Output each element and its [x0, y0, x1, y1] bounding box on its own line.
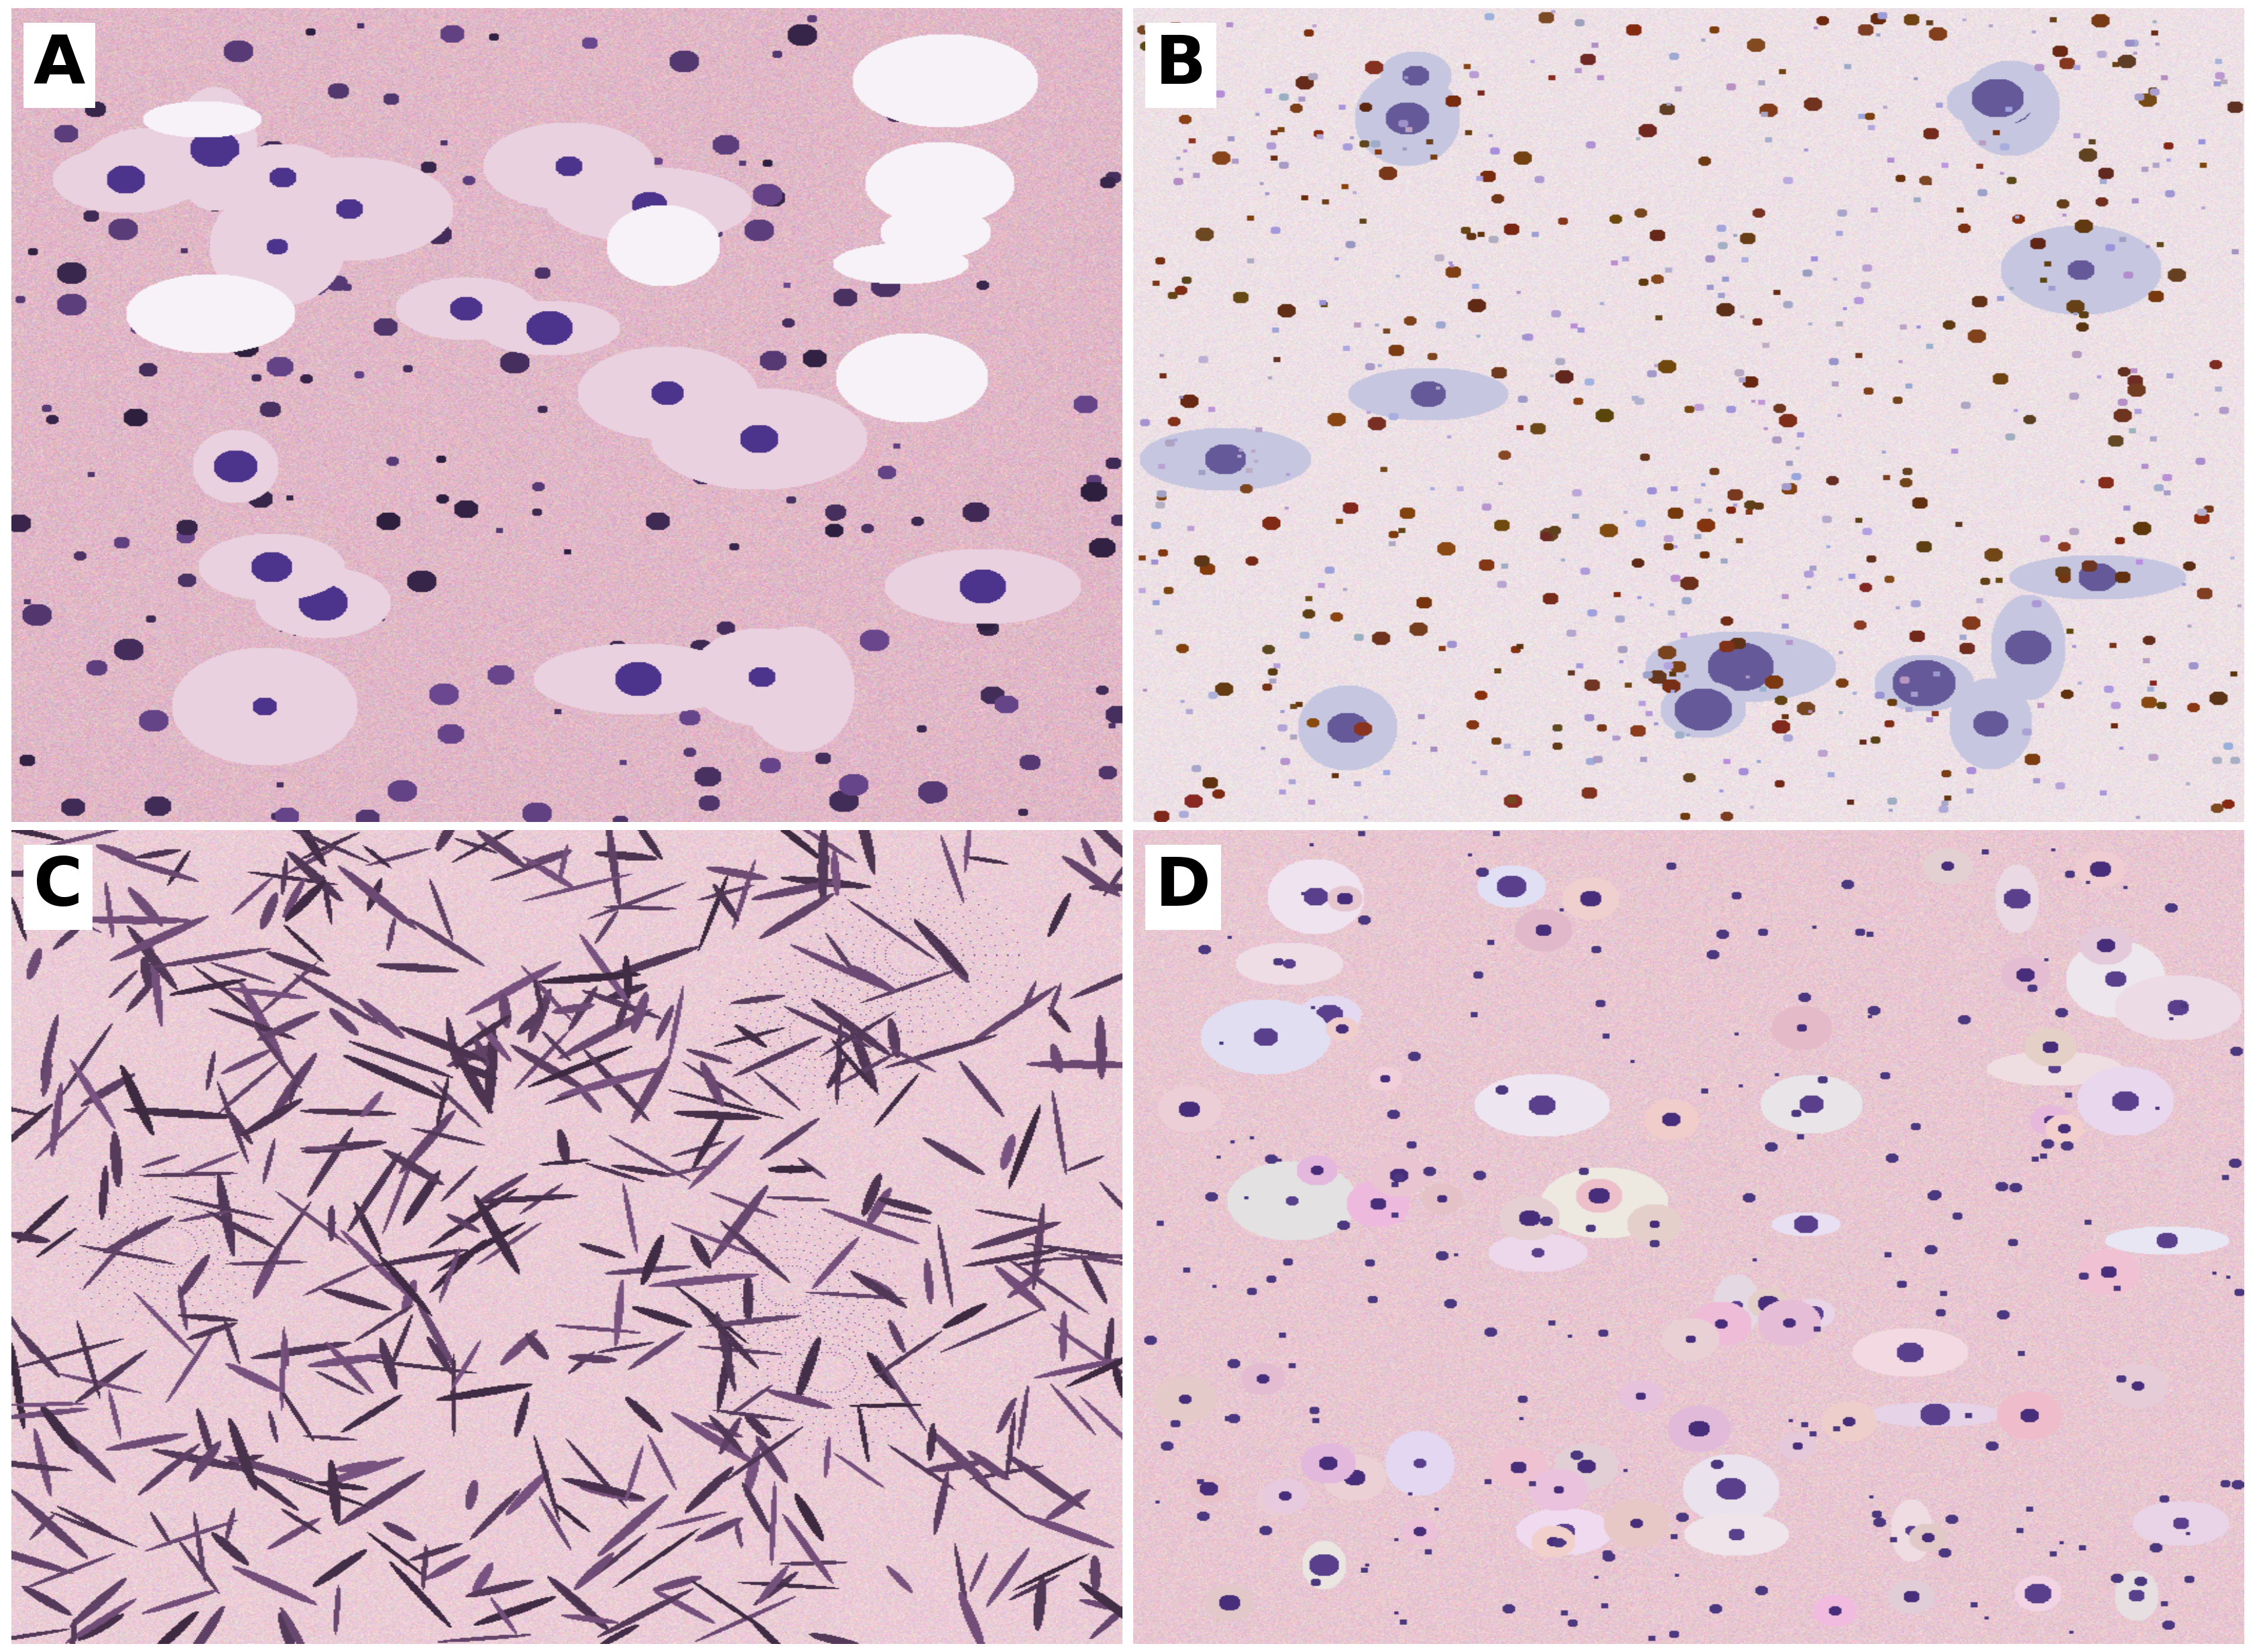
Text: B: B	[1155, 33, 1206, 97]
Text: A: A	[34, 33, 86, 97]
Text: D: D	[1155, 854, 1211, 920]
Text: C: C	[34, 854, 83, 920]
